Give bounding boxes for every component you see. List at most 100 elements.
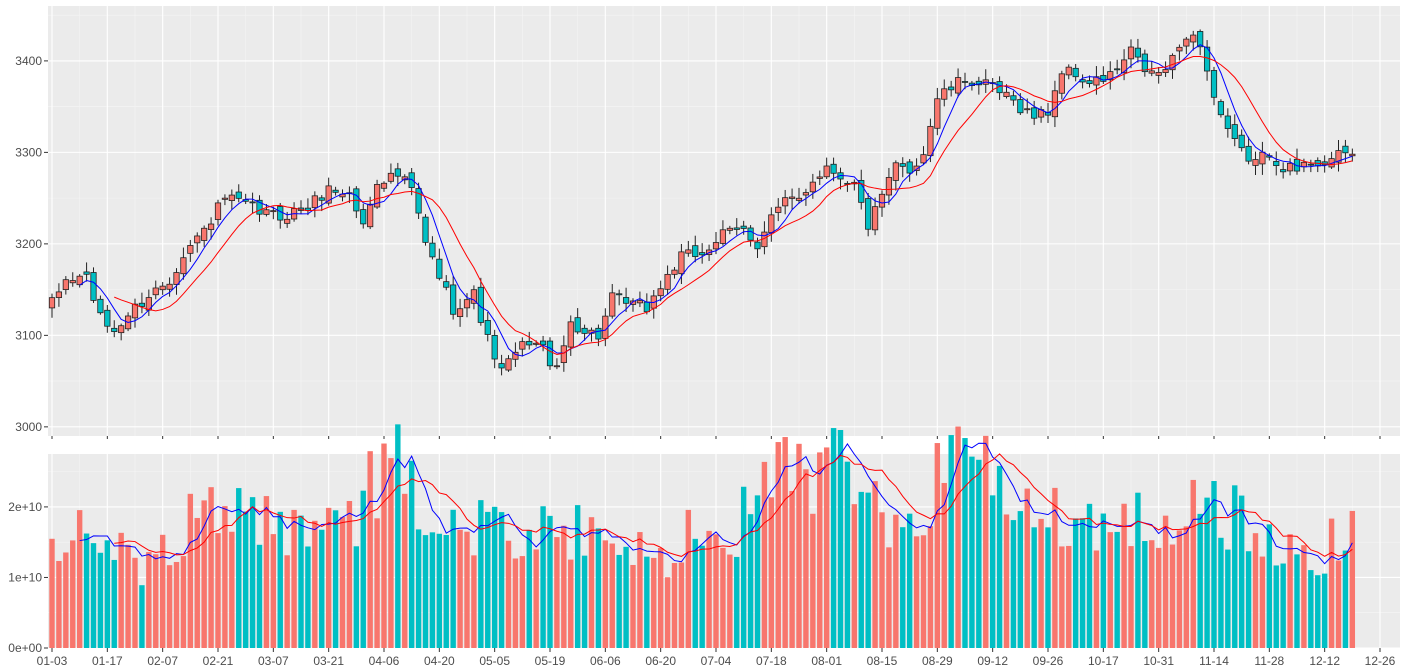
candle-body	[214, 202, 222, 220]
volume-bar	[630, 564, 636, 648]
volume-bar	[713, 534, 719, 648]
volume-bar	[1259, 556, 1266, 648]
volume-bar	[215, 533, 221, 648]
candle-body	[913, 165, 920, 171]
candle-body	[1120, 59, 1128, 74]
volume-bar	[526, 529, 532, 648]
candle-body	[450, 284, 457, 315]
volume-bar	[1218, 537, 1224, 648]
candle-body	[740, 225, 747, 229]
volume-bar	[471, 555, 477, 648]
volume-bar	[962, 438, 968, 648]
candle-body	[387, 172, 395, 182]
volume-bar	[139, 585, 145, 648]
candle-body	[470, 289, 478, 304]
candle-body	[553, 365, 561, 368]
volume-bar	[1301, 545, 1307, 648]
x-tick-label: 04-20	[424, 654, 455, 668]
volume-bar	[415, 529, 422, 648]
y-tick-label: 3400	[15, 54, 42, 68]
volume-bar	[941, 482, 947, 648]
candle-body	[166, 283, 173, 290]
candle-body	[699, 252, 706, 256]
volume-bar	[976, 459, 982, 648]
y-tick-label: 3000	[15, 420, 42, 434]
candle-body	[373, 184, 381, 208]
volume-bar	[1079, 518, 1086, 648]
volume-bar	[491, 506, 498, 648]
volume-bar	[1308, 570, 1314, 648]
candle-body	[491, 334, 498, 360]
candle-body	[1003, 91, 1010, 97]
x-tick-label: 08-15	[867, 654, 898, 668]
volume-bar	[1010, 520, 1017, 648]
volume-bar	[1328, 518, 1335, 648]
x-axis: 01-03 01-17 02-07 02-21 03-07 03-21 04-06 04-20…	[37, 436, 1396, 668]
y-tick-label: 3300	[15, 145, 42, 159]
volume-bar	[1072, 518, 1079, 648]
candle-body	[1169, 54, 1176, 71]
volume-bar	[1321, 573, 1328, 648]
volume-bar	[906, 513, 913, 648]
volume-bar	[263, 496, 270, 648]
candle-body	[1259, 151, 1266, 165]
volume-bar	[637, 532, 643, 648]
candle-body	[111, 327, 118, 332]
volume-bar	[76, 510, 83, 648]
volume-bar	[671, 563, 678, 648]
x-tick-label: 10-17	[1088, 654, 1119, 668]
volume-bar	[1280, 563, 1286, 648]
candle-body	[788, 196, 796, 199]
volume-bar	[1190, 479, 1196, 648]
volume-bar	[1252, 533, 1259, 648]
candle-body	[816, 176, 823, 179]
volume-bar	[1052, 487, 1058, 648]
candle-body	[692, 245, 699, 257]
candle-body	[1086, 80, 1093, 84]
candle-body	[228, 194, 235, 201]
volume-bar	[1169, 544, 1176, 648]
candle-body	[920, 154, 927, 164]
volume-bar	[1315, 575, 1321, 648]
candle-body	[277, 206, 284, 221]
volume-bar	[146, 552, 152, 648]
candle-body	[546, 340, 554, 367]
volume-bar	[796, 443, 802, 648]
candle-body	[249, 201, 256, 204]
volume-bar	[332, 510, 339, 648]
volume-bar	[512, 558, 519, 648]
volume-bar	[948, 435, 954, 648]
volume-bar	[367, 451, 373, 648]
volume-bar	[1294, 554, 1300, 648]
volume-bar	[256, 544, 263, 648]
volume-bar	[734, 556, 740, 648]
volume-bar	[1266, 524, 1273, 648]
price-panel: 3000 3100 3200 3300 3400	[15, 6, 1400, 436]
candle-body	[1155, 71, 1162, 76]
volume-bar	[540, 506, 546, 648]
candle-body	[802, 192, 810, 196]
candle-body	[1286, 162, 1294, 172]
volume-bar	[623, 546, 629, 648]
volume-bar	[201, 500, 207, 648]
volume-bar	[166, 565, 173, 648]
candle-body	[1031, 107, 1038, 119]
x-tick-label: 01-17	[92, 654, 123, 668]
volume-bar	[588, 517, 595, 648]
x-tick-label: 06-20	[645, 654, 676, 668]
volume-bar	[920, 535, 927, 648]
volume-bar	[519, 556, 526, 648]
volume-bar	[118, 532, 124, 648]
volume-bar	[63, 552, 69, 648]
volume-bar	[229, 531, 235, 648]
volume-bar	[505, 540, 512, 648]
volume-bar	[1211, 481, 1217, 648]
volume-bar	[657, 548, 664, 648]
volume-bar	[1287, 534, 1293, 648]
volume-bar	[996, 465, 1003, 648]
volume-bar	[1086, 503, 1093, 648]
candle-body	[1245, 145, 1252, 162]
volume-bar	[913, 536, 920, 648]
candle-body	[325, 185, 332, 204]
candle-body	[795, 197, 803, 201]
